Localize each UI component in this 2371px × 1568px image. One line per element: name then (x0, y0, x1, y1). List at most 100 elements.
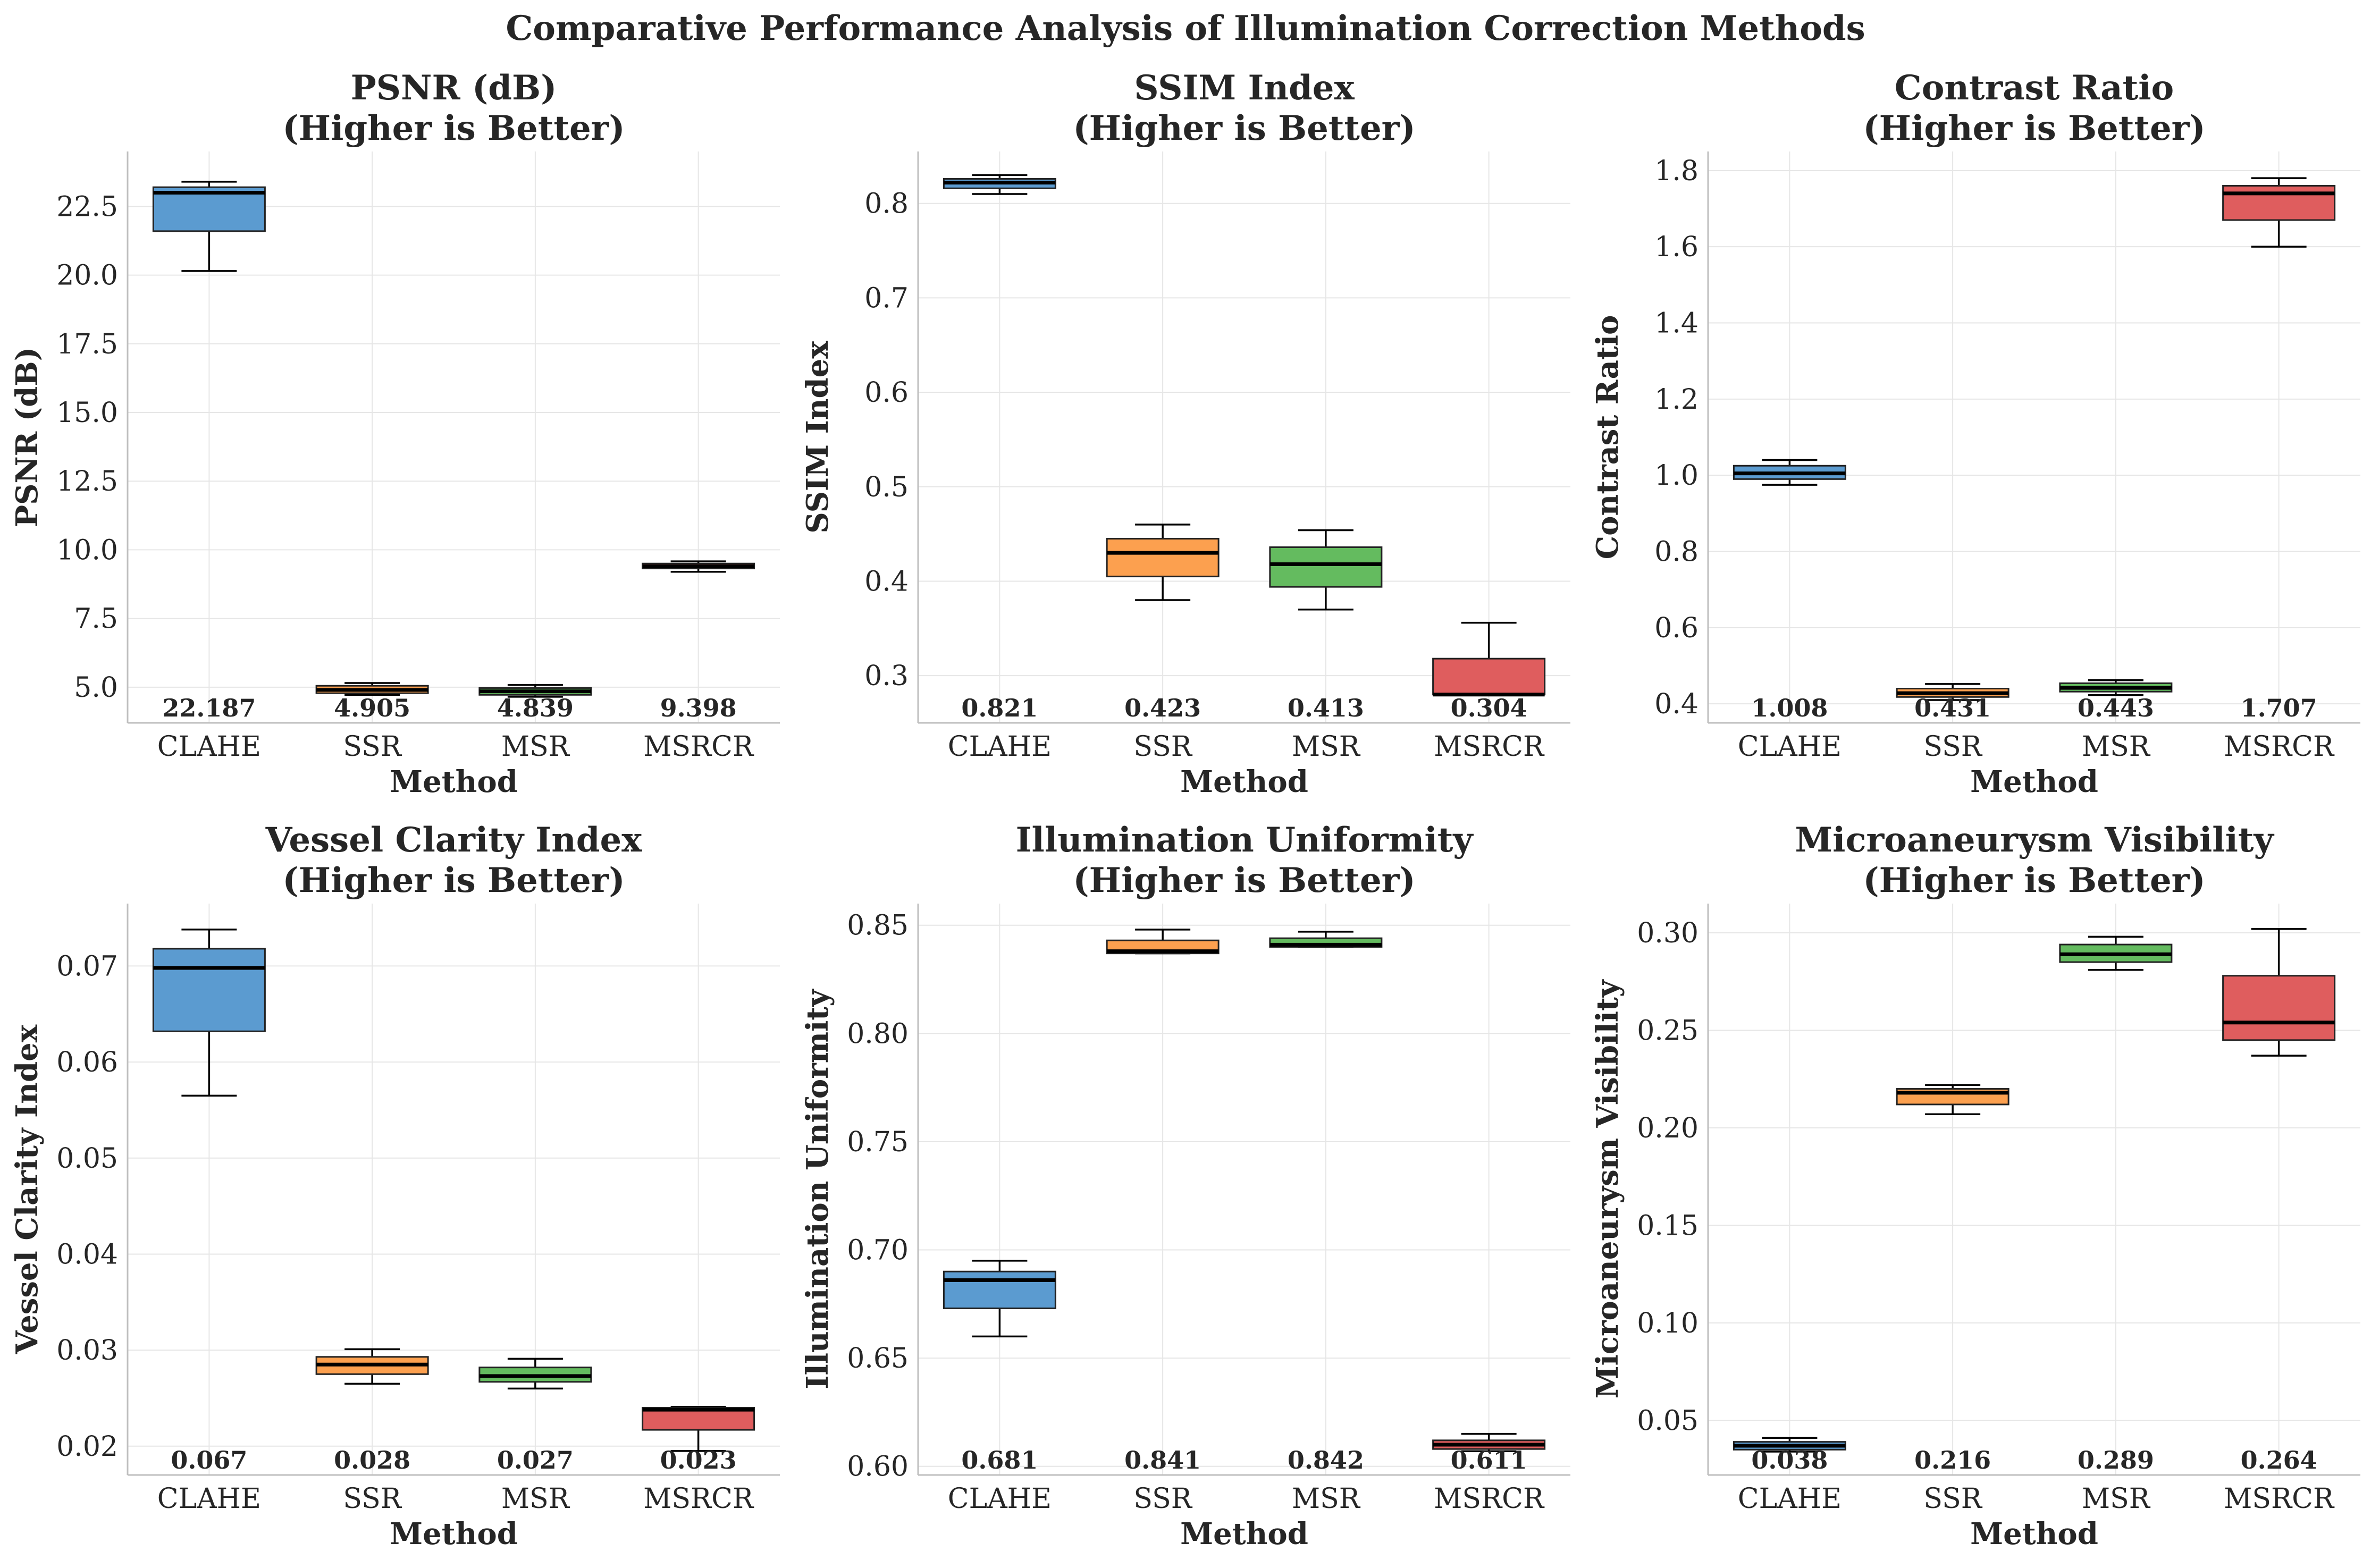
x-axis-label: Method (1970, 764, 2098, 799)
y-tick-label: 15.0 (56, 397, 118, 429)
mean-value-label: 0.216 (1914, 1446, 1991, 1474)
x-axis-label: Method (1970, 1516, 2098, 1552)
box-clahe (152, 181, 266, 272)
x-tick-label-msr: MSR (2082, 731, 2151, 763)
y-axis-label: Contrast Ratio (1590, 315, 1625, 560)
x-tick-label-msrcr: MSRCR (643, 731, 754, 763)
y-tick-label: 1.0 (1654, 460, 1699, 492)
box-msrcr (642, 560, 755, 573)
box-body (1432, 657, 1546, 696)
mean-value-label: 0.413 (1288, 694, 1364, 722)
x-tick-label-ssr: SSR (1133, 1483, 1192, 1515)
panel-title-line2: (Higher is Better) (282, 108, 625, 148)
y-tick-label: 0.06 (56, 1047, 118, 1078)
x-tick-label-msrcr: MSRCR (1434, 1483, 1545, 1515)
y-tick-label: 0.25 (1637, 1015, 1699, 1047)
mean-value-label: 22.187 (162, 694, 256, 722)
panel-6: Microaneurysm Visibility(Higher is Bette… (1590, 820, 2360, 1552)
y-tick-label: 17.5 (56, 328, 118, 360)
x-axis-label: Method (390, 1516, 518, 1552)
y-tick-label: 0.03 (56, 1335, 118, 1367)
box-clahe (943, 1260, 1056, 1338)
box-msr (478, 684, 592, 698)
x-tick-label-msr: MSR (501, 1483, 570, 1515)
panel-2: SSIM Index(Higher is Better)0.30.40.50.6… (800, 68, 1570, 799)
x-tick-label-ssr: SSR (343, 731, 402, 763)
panel-title-line1: SSIM Index (1134, 68, 1355, 108)
y-tick-label: 0.75 (847, 1126, 909, 1158)
mean-value-label: 1.707 (2241, 694, 2317, 722)
x-axis-label: Method (1180, 764, 1308, 799)
y-tick-label: 1.2 (1654, 384, 1699, 416)
box-ssr (1106, 524, 1220, 601)
y-tick-label: 10.0 (56, 534, 118, 566)
mean-value-label: 0.289 (2078, 1446, 2154, 1474)
y-axis-label: SSIM Index (800, 341, 835, 534)
x-tick-label-clahe: CLAHE (1738, 1483, 1842, 1515)
y-axis-label: Vessel Clarity Index (10, 1024, 45, 1354)
y-axis-label: Microaneurysm Visibility (1590, 979, 1625, 1398)
x-axis-label: Method (1180, 1516, 1308, 1552)
y-tick-label: 0.80 (847, 1018, 909, 1050)
panel-3: Contrast Ratio(Higher is Better)0.40.60.… (1590, 68, 2360, 799)
panel-title-line1: PSNR (dB) (351, 68, 557, 108)
mean-value-label: 0.681 (961, 1446, 1038, 1474)
y-tick-label: 0.4 (864, 566, 909, 597)
mean-value-label: 0.027 (497, 1446, 574, 1474)
mean-value-label: 0.423 (1124, 694, 1201, 722)
y-tick-label: 0.02 (56, 1431, 118, 1463)
panel-title-line2: (Higher is Better) (1073, 108, 1415, 148)
panel-title-line1: Illumination Uniformity (1016, 820, 1474, 860)
box-msr (478, 1358, 592, 1390)
y-tick-label: 0.15 (1637, 1210, 1699, 1242)
panel-title-line2: (Higher is Better) (1863, 108, 2205, 148)
box-msr (1269, 931, 1383, 948)
figure-title: Comparative Performance Analysis of Illu… (506, 9, 1865, 48)
y-tick-label: 0.60 (847, 1451, 909, 1483)
box-ssr (1896, 683, 2010, 701)
box-clahe (943, 174, 1056, 195)
mean-value-label: 9.398 (660, 694, 737, 722)
box-msrcr (642, 1405, 755, 1452)
mean-value-label: 0.842 (1288, 1446, 1364, 1474)
box-body (2222, 975, 2336, 1041)
panel-1: PSNR (dB)(Higher is Better)5.07.510.012.… (10, 68, 780, 799)
y-axis-label: Illumination Uniformity (800, 989, 835, 1389)
y-tick-label: 0.70 (847, 1235, 909, 1267)
x-tick-label-msrcr: MSRCR (1434, 731, 1545, 763)
mean-value-label: 1.008 (1751, 694, 1828, 722)
y-tick-label: 5.0 (74, 672, 118, 704)
mean-value-label: 0.023 (660, 1446, 737, 1474)
x-tick-label-msr: MSR (1292, 1483, 1361, 1515)
box-body (943, 1270, 1056, 1309)
y-tick-label: 0.8 (864, 188, 909, 220)
mean-value-label: 0.067 (171, 1446, 247, 1474)
box-msrcr (1432, 1432, 1546, 1452)
mean-value-label: 4.905 (334, 694, 410, 722)
box-msrcr (2222, 928, 2336, 1057)
y-tick-label: 0.20 (1637, 1112, 1699, 1144)
mean-value-label: 0.038 (1751, 1446, 1828, 1474)
box-msrcr (1432, 621, 1546, 697)
x-tick-label-clahe: CLAHE (948, 731, 1052, 763)
y-tick-label: 0.65 (847, 1343, 909, 1375)
box-body (152, 948, 266, 1032)
x-tick-label-clahe: CLAHE (948, 1483, 1052, 1515)
box-clahe (152, 929, 266, 1097)
x-tick-label-msrcr: MSRCR (643, 1483, 754, 1515)
panel-title-line1: Microaneurysm Visibility (1795, 820, 2274, 860)
y-tick-label: 0.07 (56, 950, 118, 982)
box-body (1269, 546, 1383, 588)
x-tick-label-clahe: CLAHE (1738, 731, 1842, 763)
box-body (1106, 538, 1220, 578)
y-tick-label: 7.5 (74, 603, 118, 635)
x-axis-label: Method (390, 764, 518, 799)
x-tick-label-msrcr: MSRCR (2224, 1483, 2335, 1515)
y-axis-label: PSNR (dB) (10, 347, 45, 527)
box-ssr (315, 682, 429, 696)
mean-value-label: 0.821 (961, 694, 1038, 722)
panel-4: Vessel Clarity Index(Higher is Better)0.… (10, 820, 780, 1552)
y-tick-label: 0.30 (1637, 917, 1699, 949)
box-clahe (1733, 1437, 1846, 1453)
